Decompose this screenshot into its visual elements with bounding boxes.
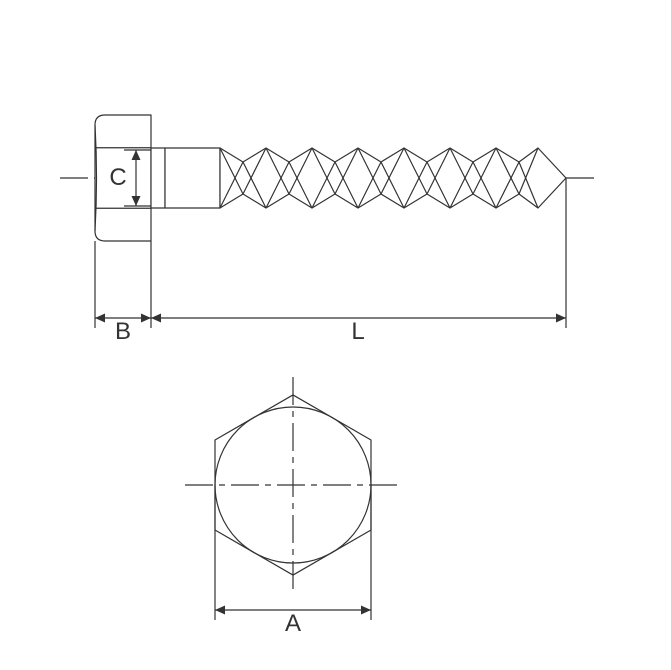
dim-label-C: C	[109, 164, 126, 192]
dim-label-B: B	[115, 318, 131, 346]
drawing-svg	[0, 0, 671, 670]
dim-label-L: L	[351, 318, 364, 346]
dim-label-A: A	[285, 610, 301, 638]
diagram-canvas: B L C A	[0, 0, 671, 670]
